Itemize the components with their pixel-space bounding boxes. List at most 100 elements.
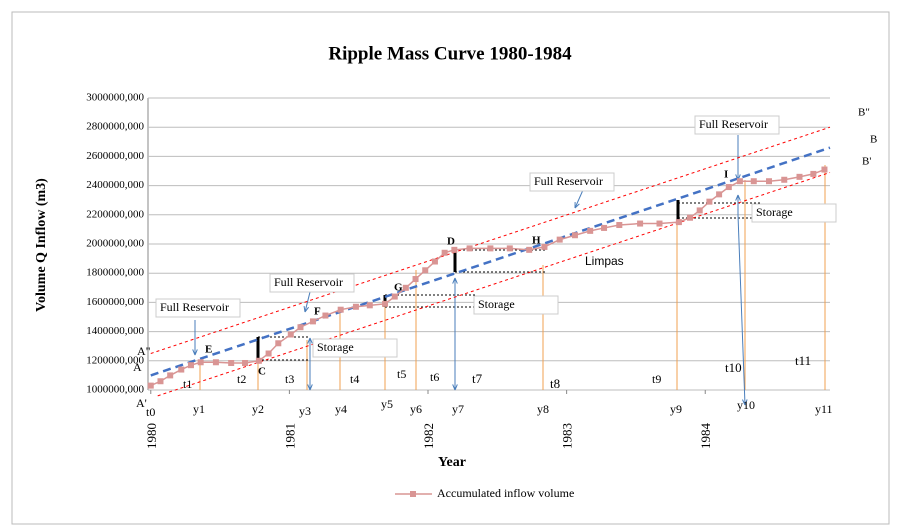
annotation: Storage [317,340,354,354]
annotation: t1 [183,377,192,391]
data-point [696,207,703,214]
x-axis-title: Year [438,455,466,470]
y-tick-label: 1000000,000 [86,384,144,396]
annotation-box [312,338,398,358]
data-point [255,357,262,364]
annotation: t2 [237,372,246,386]
annotation: Full Reservoir [274,275,343,289]
data-point [637,220,644,227]
annotation-box [155,298,241,318]
data-point [382,300,389,307]
arrow-head [452,384,458,391]
data-point [167,372,174,379]
data-point [228,359,235,366]
data-point [571,232,578,239]
arrow-head [303,305,310,313]
data-point [556,236,563,243]
annotation: t5 [397,367,406,381]
y-tick-label: 2600000,000 [86,150,144,162]
x-tick-label: 1981 [282,423,297,449]
data-point [587,227,594,234]
data-point [187,362,194,369]
arrow [737,214,746,406]
y-tick-label: 2000000,000 [86,238,144,250]
data-point [275,340,282,347]
reference-line [150,146,831,377]
annotation: Limpas [585,254,624,268]
data-point [391,293,398,300]
data-point [297,324,304,331]
annotation: y4 [335,402,347,416]
annotation: t8 [550,376,560,391]
data-point [601,224,608,231]
data-point [796,173,803,180]
arrow [304,291,311,313]
data-point [441,249,448,256]
data-point [506,245,513,252]
arrow-head [307,384,313,391]
data-point [541,243,548,250]
annotation: Full Reservoir [699,117,768,131]
annotation-box [694,115,780,135]
data-point [810,170,817,177]
data-point [242,359,249,366]
annotation: t0 [146,405,155,419]
annotation: y2 [252,402,264,416]
data-point [466,245,473,252]
annotation: t11 [795,353,811,368]
data-point [781,176,788,183]
y-tick-label: 1400000,000 [86,325,144,337]
line-label: B [870,134,877,146]
data-point [309,318,316,325]
data-point [287,331,294,338]
data-point [821,166,828,173]
data-point [337,306,344,313]
arrow-head [452,277,458,284]
annotation: y9 [670,402,682,416]
annotation: t9 [652,372,661,386]
line-label: B" [858,107,870,119]
data-point [412,276,419,283]
x-tick-label: 1980 [144,423,159,449]
annotation: F [314,306,321,318]
annotation: A" [137,344,151,358]
annotation: y5 [381,397,393,411]
annotation: H [532,235,541,247]
data-point [526,246,533,253]
series-line [150,168,825,387]
data-point [352,303,359,310]
annotation: y8 [537,402,549,416]
y-tick-label: 2200000,000 [86,208,144,220]
line-label: B' [862,156,871,168]
arrow-head [742,399,748,406]
annotation: E [205,344,212,356]
y-tick-label: 1600000,000 [86,296,144,308]
arrow-head [307,337,313,344]
data-point [750,178,757,185]
reference-line [157,171,831,397]
data-point [402,284,409,291]
annotation: t6 [430,370,439,384]
y-tick-label: 3000000,000 [86,92,144,104]
annotation: y3 [299,404,311,418]
annotation: A [133,360,142,374]
data-point [147,382,154,389]
annotation: y6 [410,402,422,416]
annotation: t10 [725,360,742,375]
y-tick-label: 2800000,000 [86,121,144,133]
data-point [487,245,494,252]
annotation: G [394,282,403,294]
annotation: Full Reservoir [160,300,229,314]
data-point [212,359,219,366]
data-point [157,378,164,385]
arrow-head [192,349,198,356]
data-point [265,350,272,357]
legend-label: Accumulated inflow volume [437,486,574,500]
data-point [656,220,663,227]
arrow-head [735,194,741,201]
x-tick-label: 1984 [698,423,713,450]
annotation-box [751,203,837,223]
data-point [716,191,723,198]
